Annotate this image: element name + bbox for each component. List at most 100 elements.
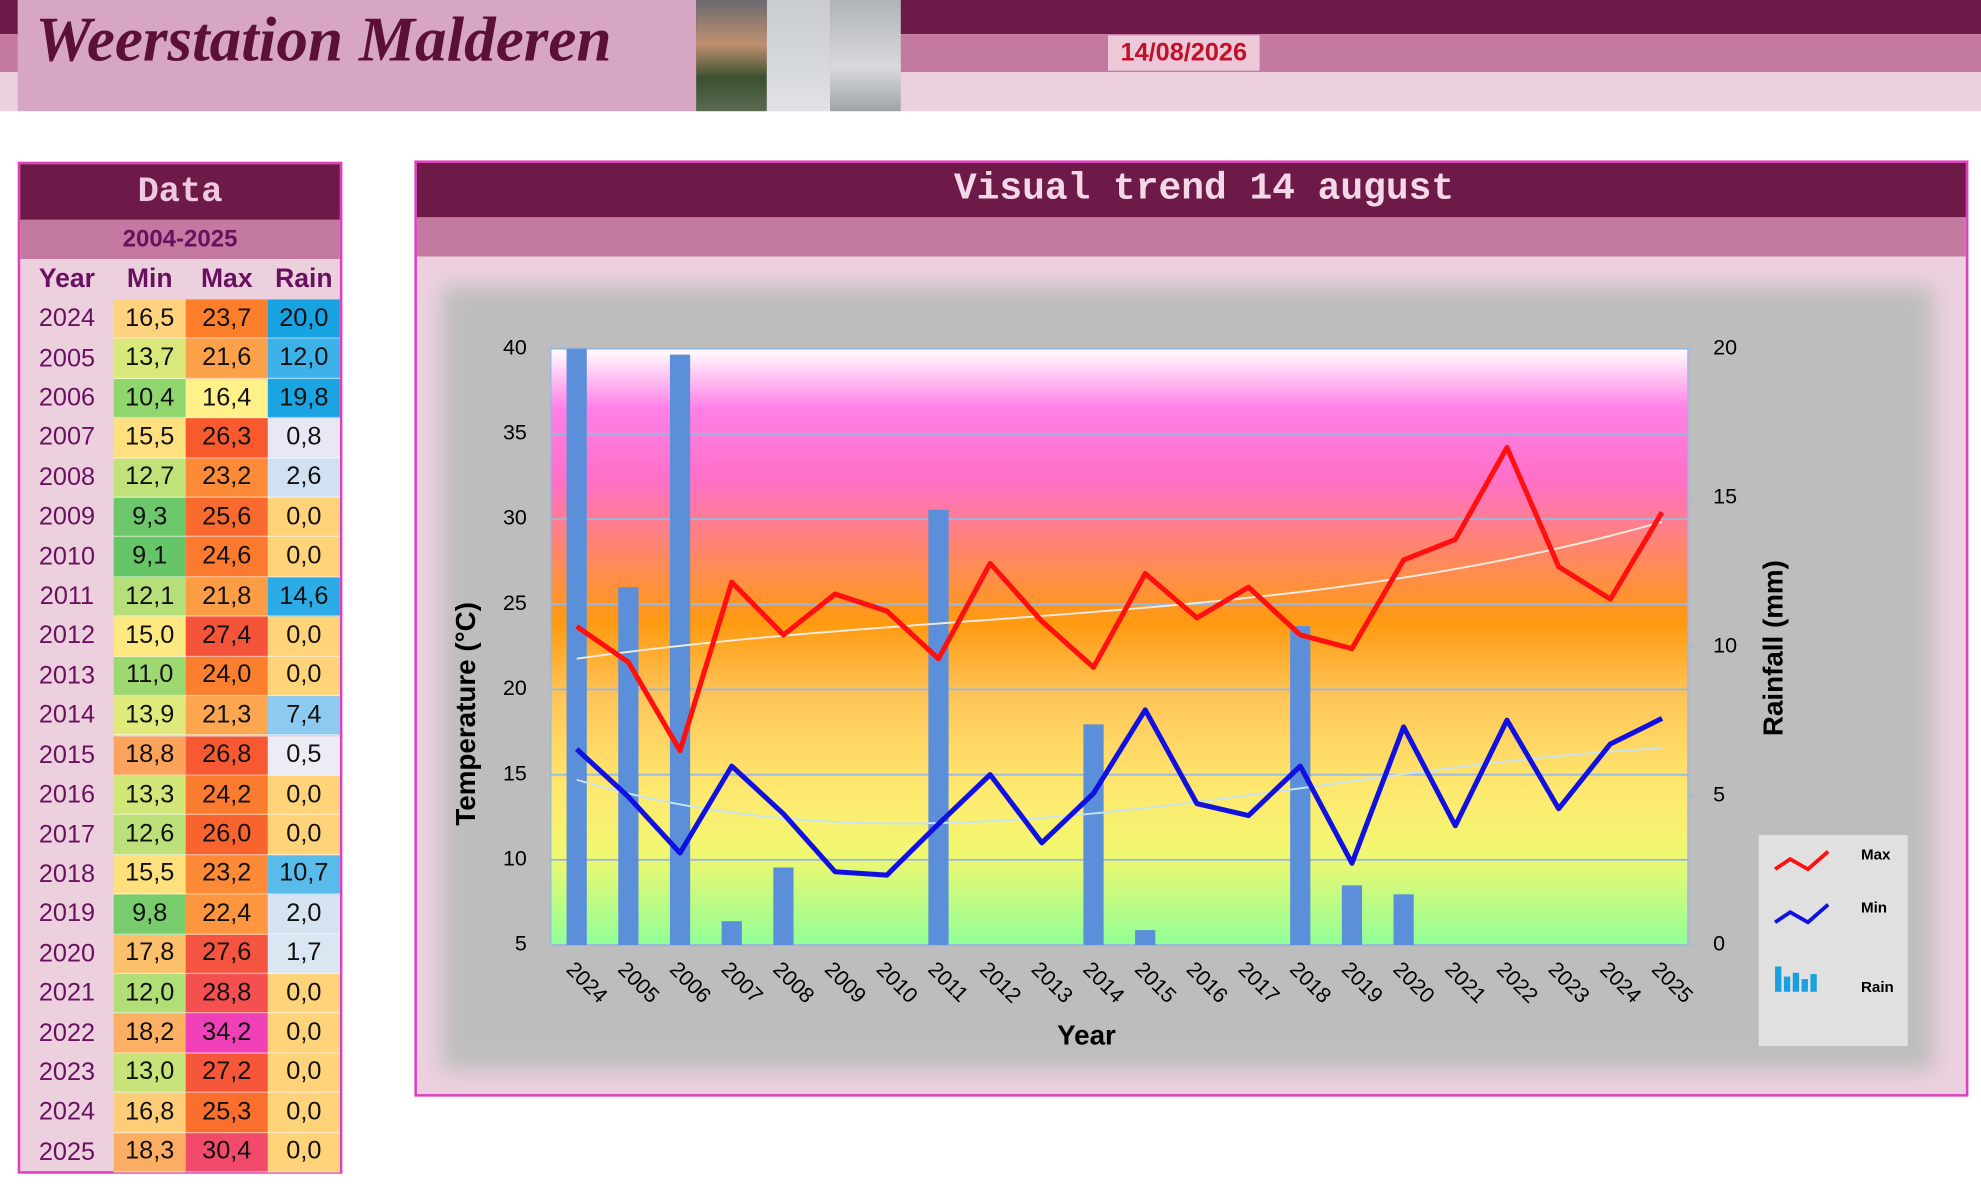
row-header: 2018 [38,860,96,889]
bar [566,348,587,946]
legend [1758,835,1908,1047]
column-header: Max [200,264,253,294]
row-header: 2006 [38,384,96,412]
bar [928,509,949,946]
table-cell: 17,8 [113,934,186,974]
y2-tick-label: 10 [1713,634,1737,658]
table-cell: 10,4 [113,378,186,419]
table-cell: 0,0 [267,537,340,578]
table-cell: 27,4 [185,616,268,657]
row-header: 2017 [38,820,96,849]
table-cell: 18,8 [113,735,186,776]
plot-area [550,348,1689,946]
line [574,707,1664,878]
table-cell: 15,0 [113,616,186,657]
table-cell: 21,3 [185,696,268,736]
bar [669,354,691,946]
column-header: Min [126,264,173,294]
table-cell: 25,6 [185,497,268,538]
y-tick-label: 25 [503,591,527,615]
table-cell: 12,6 [113,815,186,855]
date: 14/08/2026 [1107,35,1260,71]
trend-line [576,520,1663,660]
row-header: 2009 [38,503,96,531]
legend-swatch [1774,903,1830,925]
table-cell: 0,8 [267,418,340,459]
table-cell: 0,0 [267,616,340,657]
y-tick-label: 15 [503,761,527,785]
table-cell: 2,0 [267,894,340,935]
table-cell: 24,0 [185,656,268,697]
table-cell: 14,6 [267,577,340,617]
table-cell: 10,7 [267,854,340,895]
y2-tick-label: 20 [1713,335,1737,359]
y-tick-label: 20 [503,676,527,700]
table-cell: 23,2 [185,458,268,498]
row-header: 2016 [38,780,96,809]
legend-swatch [1783,976,1791,992]
row-header: 2021 [38,979,96,1008]
table-cell: 22,4 [185,894,268,935]
row-header: 2024 [38,304,96,333]
table-cell: 20,0 [267,299,340,340]
table-cell: 2,6 [267,458,340,498]
trend-line [576,747,1663,825]
row-header: 2020 [38,939,96,968]
column-header: Rain [275,264,333,294]
table-cell: 13,3 [113,775,186,816]
table-cell: 0,0 [267,974,340,1014]
table-cell: 34,2 [185,1013,268,1054]
table-cell: 27,2 [185,1053,268,1094]
table-cell: 15,5 [113,854,186,895]
bar [1083,724,1104,946]
site-title: Weerstation Malderen [35,3,612,75]
table-cell: 12,0 [267,339,340,379]
table-cell: 0,0 [267,1093,340,1133]
row-header: 2025 [38,1138,96,1166]
row-header: 2012 [38,622,96,650]
table-cell: 26,3 [185,418,268,459]
table-cell: 0,0 [267,1053,340,1094]
table-cell: 26,0 [185,815,268,855]
column-header: Year [38,264,95,294]
row-header: 2010 [38,542,96,571]
y2-tick-label: 0 [1713,932,1725,956]
bar [773,867,794,946]
table-cell: 13,7 [113,339,186,379]
table-cell: 1,7 [267,934,340,974]
table-cell: 0,0 [267,1013,340,1054]
y-axis-title: Temperature (°C) [450,602,481,826]
table-cell: 0,0 [267,1132,340,1173]
table-cell: 18,2 [113,1013,186,1054]
table-cell: 21,8 [185,577,268,617]
row-header: 2019 [38,899,96,928]
y2-tick-label: 15 [1713,484,1737,508]
legend-swatch [1792,972,1800,992]
chart-title-band [416,162,1966,218]
chart-title: Visual trend 14 august [954,167,1454,210]
table-cell: 26,8 [185,735,268,776]
table-cell: 12,1 [113,577,186,617]
table-cell: 0,0 [267,775,340,816]
table-title: Data [20,164,340,220]
table-cell: 12,7 [113,458,186,498]
table-cell: 0,0 [267,497,340,538]
row-header: 2011 [39,582,95,611]
table-cell: 9,3 [113,497,186,538]
table-cell: 16,8 [113,1093,186,1133]
y-tick-label: 40 [503,335,527,359]
table-cell: 16,5 [113,299,186,340]
table-cell: 30,4 [185,1132,268,1173]
table-cell: 18,3 [113,1132,186,1173]
bar [1135,930,1156,946]
legend-swatch [1774,850,1830,872]
table-cell: 24,2 [185,775,268,816]
photo [696,0,767,112]
title-box [17,0,697,112]
table-cell: 21,6 [185,339,268,379]
bar [721,921,742,946]
x-axis-title: Year [1057,1020,1116,1051]
